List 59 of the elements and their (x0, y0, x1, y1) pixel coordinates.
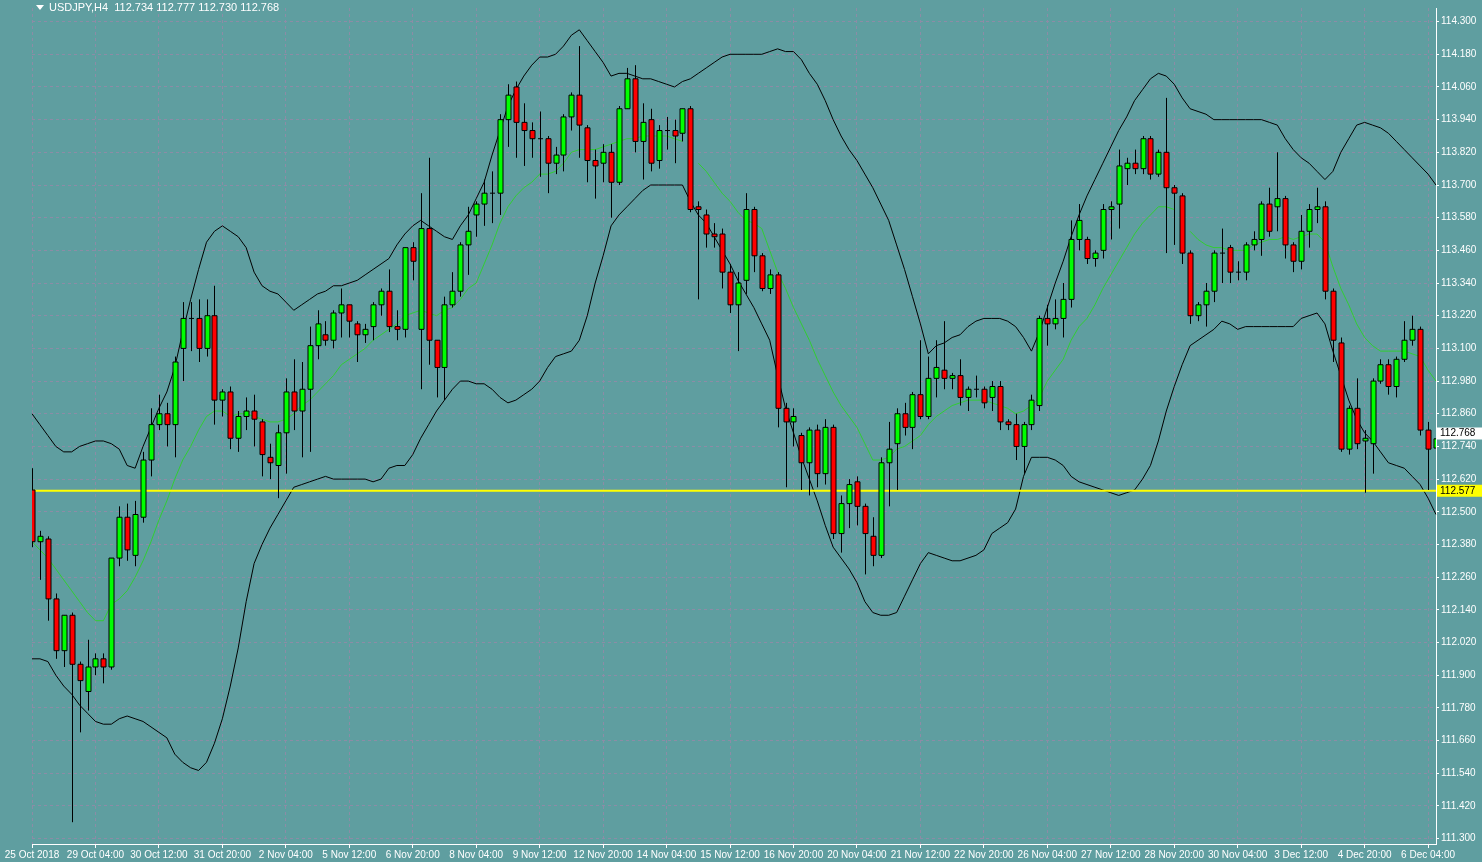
x-tick-label: 8 Nov 04:00 (449, 848, 504, 860)
candlestick (973, 375, 980, 398)
text: 112.768 (1440, 427, 1476, 439)
y-tick-label: 112.500 (1441, 505, 1477, 517)
x-tick-label: 6 Dec 04:00 (1401, 848, 1456, 860)
y-tick-label: 114.300 (1441, 15, 1477, 27)
y-tick-label: 112.860 (1441, 407, 1477, 419)
y-tick-label: 112.380 (1441, 538, 1477, 550)
x-tick-label: 15 Nov 12:00 (700, 848, 761, 860)
ref-line-label: 112.577 (1440, 484, 1476, 496)
x-tick-label: 29 Oct 04:00 (66, 848, 125, 860)
y-tick-label: 111.540 (1441, 766, 1477, 778)
x-tick-label: 26 Nov 04:00 (1017, 848, 1078, 860)
y-tick-label: 111.780 (1441, 701, 1477, 713)
y-tick-label: 113.100 (1441, 342, 1477, 354)
x-tick-label: 14 Nov 04:00 (636, 848, 697, 860)
x-tick-label: 5 Nov 12:00 (322, 848, 377, 860)
x-tick-label: 25 Oct 2018 (4, 848, 60, 860)
x-tick-label: 31 Oct 20:00 (193, 848, 252, 860)
y-tick-label: 114.060 (1441, 80, 1477, 92)
x-tick-label: 20 Nov 04:00 (827, 848, 888, 860)
x-tick-label: 27 Nov 12:00 (1081, 848, 1141, 860)
x-tick-label: 9 Nov 12:00 (512, 848, 568, 860)
x-tick-label: 30 Oct 12:00 (130, 848, 188, 860)
y-tick-label: 113.460 (1441, 244, 1477, 256)
y-tick-label: 111.660 (1441, 734, 1477, 746)
candlestick (664, 116, 671, 151)
y-tick-label: 112.980 (1441, 374, 1477, 386)
y-tick-label: 113.940 (1441, 113, 1477, 125)
y-tick-label: 113.700 (1441, 178, 1477, 190)
candlestick (1235, 260, 1242, 281)
chart-title: USDJPY,H4 112.734 112.777 112.730 112.768 (49, 1, 280, 13)
y-tick-label: 113.220 (1441, 309, 1477, 321)
x-tick-label: 28 Nov 20:00 (1144, 848, 1205, 860)
x-tick-label: 4 Dec 20:00 (1337, 848, 1393, 860)
y-tick-label: 114.180 (1441, 48, 1477, 60)
y-tick-label: 112.260 (1441, 570, 1477, 582)
y-tick-label: 111.900 (1441, 668, 1477, 680)
x-tick-label: 21 Nov 12:00 (890, 848, 951, 860)
y-tick-label: 112.620 (1441, 472, 1477, 484)
x-tick-label: 12 Nov 20:00 (573, 848, 634, 860)
candlestick (537, 110, 544, 178)
y-tick-label: 111.300 (1441, 832, 1477, 844)
y-tick-label: 113.580 (1441, 211, 1477, 223)
x-tick-label: 16 Nov 20:00 (763, 848, 824, 860)
y-tick-label: 111.420 (1441, 799, 1477, 811)
x-tick-label: 30 Nov 04:00 (1207, 848, 1268, 860)
y-tick-label: 113.340 (1441, 276, 1477, 288)
candlestick (1219, 228, 1226, 284)
x-tick-label: 22 Nov 20:00 (954, 848, 1015, 860)
y-tick-label: 112.740 (1441, 440, 1477, 452)
candlestick (489, 170, 496, 224)
x-tick-label: 2 Nov 04:00 (258, 848, 314, 860)
y-tick-label: 112.140 (1441, 603, 1477, 615)
y-tick-label: 113.820 (1441, 146, 1477, 158)
x-tick-label: 6 Nov 20:00 (385, 848, 441, 860)
x-tick-label: 3 Dec 12:00 (1274, 848, 1329, 860)
y-tick-label: 112.020 (1441, 636, 1477, 648)
candlestick (188, 301, 195, 352)
